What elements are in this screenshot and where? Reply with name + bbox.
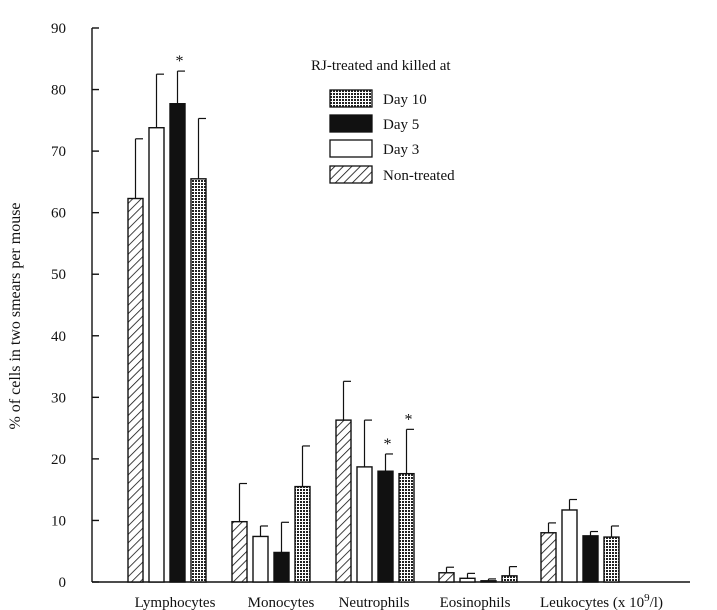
bar	[480, 580, 497, 583]
bar	[294, 485, 311, 583]
y-tick-label: 0	[59, 575, 67, 591]
category-label-leukocytes: Leukocytes (x 109/l)	[540, 592, 663, 610]
bars: * * *	[127, 53, 620, 583]
y-tick-label: 80	[51, 83, 66, 99]
bar	[398, 472, 415, 583]
bar	[273, 551, 290, 583]
category-label-leukocytes-unit: /l)	[650, 595, 663, 610]
bar	[190, 178, 207, 583]
bar	[582, 535, 599, 583]
bar	[252, 535, 269, 583]
bar	[501, 575, 518, 583]
significance-marker: *	[176, 53, 184, 70]
bar	[540, 532, 557, 583]
legend: RJ-treated and killed at Day 10 Day 5 Da…	[311, 58, 455, 184]
category-label-neutrophils: Neutrophils	[339, 595, 410, 610]
category-labels: Lymphocytes Monocytes Neutrophils Eosino…	[135, 592, 663, 610]
legend-label-day-10: Day 10	[383, 92, 427, 108]
bar	[169, 103, 186, 583]
category-label-lymphocytes: Lymphocytes	[135, 595, 216, 610]
bar	[561, 509, 578, 583]
category-label-leukocytes-main: Leukocytes (x 10	[540, 595, 644, 610]
category-label-leukocytes-exponent: 9	[644, 592, 650, 604]
legend-swatch-day-5	[329, 114, 373, 133]
legend-title: RJ-treated and killed at	[311, 58, 451, 74]
y-tick-label: 10	[51, 513, 66, 529]
bar	[231, 520, 248, 583]
y-tick-label: 50	[51, 267, 66, 283]
legend-swatch-day-10	[329, 89, 373, 108]
category-label-monocytes: Monocytes	[248, 595, 315, 610]
y-tick-label: 70	[51, 144, 66, 160]
y-tick-label: 60	[51, 206, 66, 222]
y-tick-label: 90	[51, 21, 66, 37]
legend-swatch-non-treated	[329, 165, 373, 184]
bar	[356, 466, 373, 583]
y-tick-label: 20	[51, 452, 66, 468]
significance-marker: *	[405, 411, 413, 428]
bar	[127, 197, 144, 583]
bar	[603, 536, 620, 583]
bar	[148, 127, 165, 583]
legend-label-day-5: Day 5	[383, 117, 419, 133]
y-tick-label: 30	[51, 390, 66, 406]
category-label-eosinophils: Eosinophils	[440, 595, 511, 610]
bar	[459, 577, 476, 583]
bar	[335, 419, 352, 583]
y-axis-label: % of cells in two smears per mouse	[7, 202, 24, 429]
significance-marker: *	[384, 436, 392, 453]
y-tick-label: 40	[51, 329, 66, 345]
bar	[377, 470, 394, 583]
legend-swatch-day-3	[329, 139, 373, 158]
bar	[438, 572, 455, 583]
legend-label-day-3: Day 3	[383, 142, 419, 158]
legend-label-non-treated: Non-treated	[383, 168, 455, 184]
